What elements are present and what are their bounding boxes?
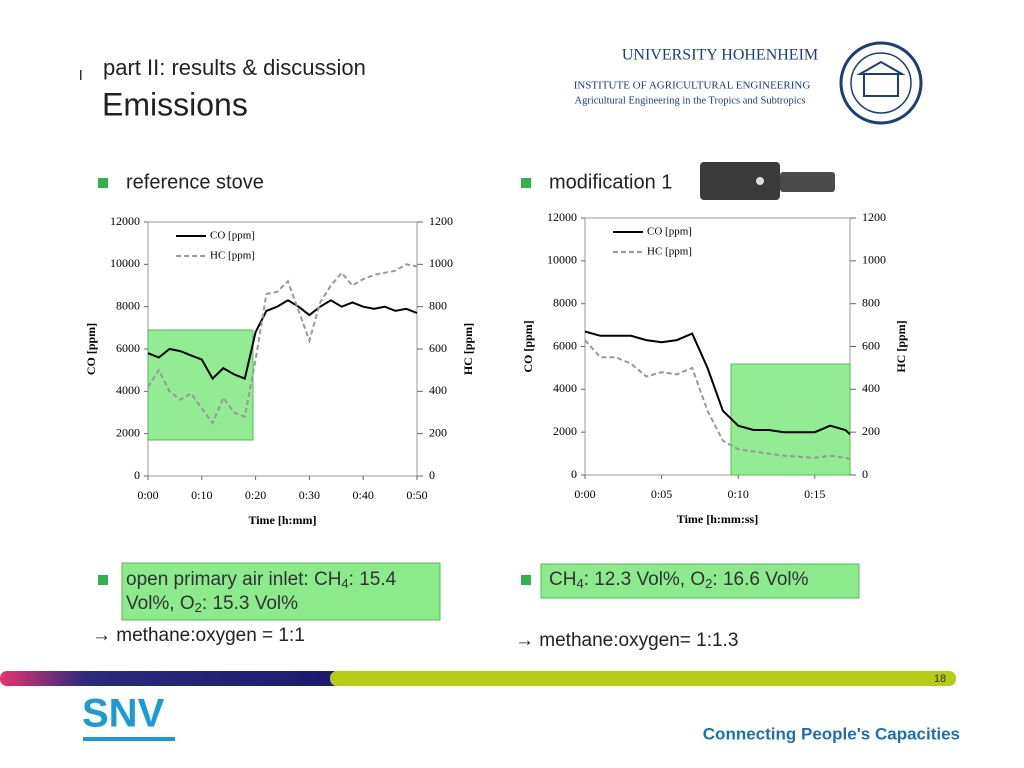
y2-tick-label: 400: [429, 383, 447, 397]
charts: reference stove0200040006000800010000120…: [84, 171, 908, 526]
chart: modification 102000400060008000100001200…: [521, 171, 908, 525]
y-axis-label: CO [ppm]: [521, 320, 535, 372]
series-line: [584, 330, 851, 436]
y-tick-label: 12000: [547, 210, 577, 224]
y-tick-label: 2000: [553, 424, 577, 438]
y-tick-label: 12000: [110, 214, 140, 228]
logo-underline: [83, 737, 175, 741]
y2-tick-label: 0: [429, 468, 435, 482]
subscript: 4: [341, 576, 348, 591]
series-line: [147, 263, 418, 426]
y2-tick-label: 1000: [862, 253, 886, 267]
cursor-mark: [80, 70, 82, 80]
x-tick-label: 0:50: [406, 488, 427, 502]
y2-tick-label: 600: [862, 338, 880, 352]
conclusion: → methane:oxygen= 1:1.3: [515, 630, 738, 651]
x-tick-label: 0:10: [728, 487, 749, 501]
y2-tick-label: 200: [429, 425, 447, 439]
bullet: [98, 178, 108, 188]
x-tick-label: 0:00: [574, 487, 595, 501]
conclusion: → methane:oxygen = 1:1: [92, 625, 305, 646]
y2-axis-label: HC [ppm]: [894, 320, 908, 372]
y2-tick-label: 800: [429, 298, 447, 312]
note-text: open primary air inlet: CH4: 15.4: [126, 569, 397, 591]
y2-tick-label: 600: [429, 341, 447, 355]
logo: SNV: [82, 692, 165, 736]
y2-tick-label: 1200: [862, 210, 886, 224]
note-part: : 16.6 Vol%: [712, 569, 808, 590]
institute-name: INSTITUTE OF AGRICULTURAL ENGINEERING: [574, 80, 811, 92]
note-highlight: [121, 562, 441, 621]
bullet: [521, 178, 531, 188]
note-part: open primary air inlet: CH: [126, 569, 341, 590]
y2-tick-label: 800: [862, 295, 880, 309]
page-number: 18: [934, 673, 946, 685]
y-tick-label: 2000: [116, 425, 140, 439]
note-text: Vol%, O2: 15.3 Vol%: [126, 593, 298, 615]
highlight-region: [730, 363, 851, 476]
x-tick-label: 0:15: [804, 487, 825, 501]
note-part: Vol%, O: [126, 593, 195, 614]
note-text: CH4: 12.3 Vol%, O2: 16.6 Vol%: [549, 569, 809, 591]
note-part: CH: [549, 569, 576, 590]
y2-tick-label: 400: [862, 381, 880, 395]
legend-label: CO [ppm]: [647, 226, 692, 238]
y-tick-label: 4000: [116, 383, 140, 397]
note-part: : 12.3 Vol%, O: [584, 569, 705, 590]
chart-title: reference stove: [126, 171, 264, 193]
legend-label: CO [ppm]: [210, 230, 255, 242]
y-tick-label: 8000: [116, 298, 140, 312]
y-tick-label: 6000: [116, 341, 140, 355]
university-name: UNIVERSITY HOHENHEIM: [622, 47, 818, 64]
x-tick-label: 0:40: [353, 488, 374, 502]
x-tick-label: 0:20: [245, 488, 266, 502]
series-line: [147, 299, 418, 381]
y-tick-label: 4000: [553, 381, 577, 395]
legend-label: HC [ppm]: [210, 250, 255, 262]
subscript: 2: [705, 576, 712, 591]
y2-tick-label: 1000: [429, 256, 453, 270]
highlight-region: [147, 329, 254, 441]
x-tick-label: 0:10: [191, 488, 212, 502]
section-title: part II: results & discussion: [103, 55, 366, 80]
x-tick-label: 0:00: [137, 488, 158, 502]
y2-tick-label: 0: [862, 467, 868, 481]
x-tick-label: 0:30: [299, 488, 320, 502]
university-seal: [839, 41, 923, 125]
note-part: : 15.4: [349, 569, 397, 590]
y2-axis-label: HC [ppm]: [461, 323, 475, 375]
y-axis-label: CO [ppm]: [84, 323, 98, 375]
footer-bar-right: [330, 671, 956, 686]
y-tick-label: 10000: [110, 256, 140, 270]
series-line: [584, 339, 851, 460]
y-tick-label: 10000: [547, 253, 577, 267]
y2-tick-label: 200: [862, 424, 880, 438]
tagline: Connecting People's Capacities: [703, 724, 960, 743]
y-tick-label: 0: [571, 467, 577, 481]
chart-title: modification 1: [549, 171, 672, 193]
x-tick-label: 0:05: [651, 487, 672, 501]
bullet: [98, 575, 108, 585]
stove-part-photo: [700, 162, 835, 200]
slide-title: Emissions: [102, 86, 248, 122]
note-highlight: [540, 563, 860, 599]
x-axis-label: Time [h:mm:ss]: [677, 512, 758, 526]
x-axis-label: Time [h:mm]: [248, 513, 316, 527]
note-part: : 15.3 Vol%: [202, 593, 298, 614]
footer-bar-left: [0, 671, 340, 686]
bullet: [521, 575, 531, 585]
legend-label: HC [ppm]: [647, 246, 692, 258]
subscript: 2: [195, 600, 202, 615]
subscript: 4: [576, 576, 583, 591]
y-tick-label: 0: [134, 468, 140, 482]
y-tick-label: 6000: [553, 338, 577, 352]
chart: reference stove0200040006000800010000120…: [84, 171, 475, 526]
department-name: Agricultural Engineering in the Tropics …: [575, 95, 806, 106]
y2-tick-label: 1200: [429, 214, 453, 228]
y-tick-label: 8000: [553, 295, 577, 309]
